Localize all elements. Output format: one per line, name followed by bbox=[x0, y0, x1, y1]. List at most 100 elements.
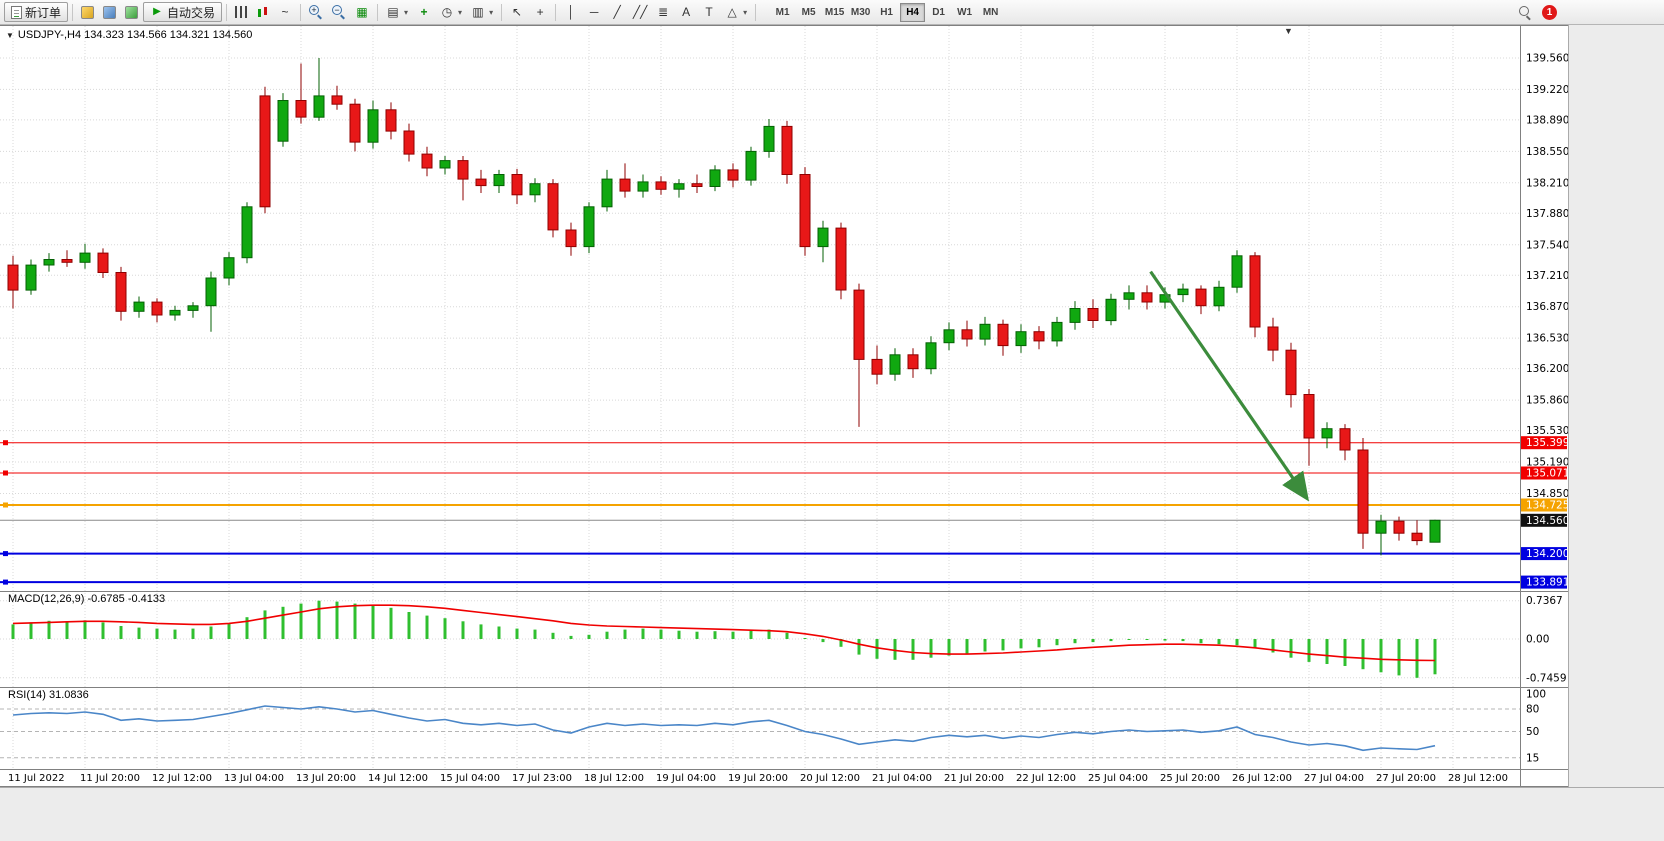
candle-body bbox=[61, 259, 73, 263]
macd-bar bbox=[371, 604, 375, 639]
timeframe-button-MN[interactable]: MN bbox=[978, 3, 1003, 22]
timeframe-button-M15[interactable]: M15 bbox=[822, 3, 847, 22]
macd-bar bbox=[119, 626, 123, 639]
chart-title: ▼ USDJPY-,H4 134.323 134.566 134.321 134… bbox=[6, 29, 252, 41]
macd-bar bbox=[209, 626, 213, 639]
candle-body bbox=[1051, 321, 1063, 342]
chevron-down-icon: ▾ bbox=[458, 7, 463, 17]
macd-bar bbox=[1217, 639, 1221, 645]
hline-handle[interactable] bbox=[3, 551, 8, 557]
templates-icon: ▥ bbox=[472, 5, 484, 19]
timeframe-button-H4[interactable]: H4 bbox=[900, 2, 926, 22]
hline-handle[interactable] bbox=[3, 440, 8, 446]
candle-body bbox=[871, 358, 883, 375]
macd-bar bbox=[1235, 639, 1239, 646]
candle-body bbox=[421, 153, 433, 169]
timeframe-button-M5[interactable]: M5 bbox=[796, 3, 821, 22]
candle-body bbox=[493, 174, 505, 187]
candle-body bbox=[43, 259, 55, 266]
indicators-button[interactable]: + bbox=[413, 2, 435, 22]
zoom-out-icon: − bbox=[332, 5, 346, 19]
vertical-line-button[interactable]: │ bbox=[560, 2, 582, 22]
time-label: 22 Jul 12:00 bbox=[1016, 773, 1076, 784]
charts-icon bbox=[81, 5, 95, 19]
price-axis[interactable]: 139.560 139.220 138.890 138.550 138.210 137.8… bbox=[1521, 52, 1569, 764]
channel-button[interactable]: ╱╱ bbox=[629, 2, 651, 22]
crosshair-button[interactable]: + bbox=[529, 2, 551, 22]
zoom-out-button[interactable]: − bbox=[328, 2, 350, 22]
timeframe-button-M30[interactable]: M30 bbox=[848, 3, 873, 22]
time-label: 21 Jul 20:00 bbox=[944, 773, 1004, 784]
macd-tick: -0.7459 bbox=[1526, 672, 1567, 684]
macd-bar bbox=[605, 631, 609, 639]
horizontal-line-button[interactable]: ─ bbox=[583, 2, 605, 22]
macd-bar bbox=[335, 601, 339, 639]
candle-body bbox=[1231, 255, 1243, 288]
macd-bar bbox=[965, 639, 969, 654]
hline-handle[interactable] bbox=[3, 470, 8, 476]
candle-body bbox=[817, 227, 829, 248]
market-watch-button[interactable] bbox=[99, 2, 120, 22]
hline-price-label bbox=[1521, 466, 1567, 480]
macd-bar bbox=[929, 639, 933, 658]
candlestick-chart-button[interactable] bbox=[252, 2, 273, 22]
macd-bar bbox=[677, 630, 681, 639]
charts-window-button[interactable] bbox=[77, 2, 98, 22]
timeframe-button-M1[interactable]: M1 bbox=[770, 3, 795, 22]
chart-canvas[interactable]: 139.560 139.220 138.890 138.550 138.210 137.8… bbox=[0, 25, 1569, 787]
macd-bar bbox=[803, 638, 807, 639]
navigator-button[interactable] bbox=[121, 2, 142, 22]
candle-body bbox=[1213, 286, 1225, 307]
auto-trading-button[interactable]: ▶ 自动交易 bbox=[143, 2, 223, 22]
time-axis[interactable]: 11 Jul 2022 11 Jul 20:00 12 Jul 12:00 13 Ju… bbox=[8, 773, 1508, 784]
periods-button[interactable]: ◷ ▾ bbox=[436, 2, 466, 22]
candle-body bbox=[583, 206, 595, 248]
zoom-in-icon: + bbox=[309, 5, 323, 19]
new-order-label: 新订单 bbox=[25, 5, 62, 20]
time-label: 19 Jul 20:00 bbox=[728, 773, 788, 784]
auto-trading-play-icon: ▶ bbox=[153, 6, 161, 17]
candle-body bbox=[1087, 308, 1099, 321]
macd-bar bbox=[1109, 639, 1113, 642]
auto-trading-label: 自动交易 bbox=[167, 5, 216, 20]
hline-handle[interactable] bbox=[3, 579, 8, 585]
candle-body bbox=[1105, 298, 1117, 322]
macd-bar bbox=[785, 632, 789, 639]
fibonacci-button[interactable]: ≣ bbox=[652, 2, 674, 22]
macd-bar bbox=[1001, 639, 1005, 651]
macd-bar bbox=[1055, 639, 1059, 646]
time-label: 17 Jul 23:00 bbox=[512, 773, 572, 784]
text-label-button[interactable]: T bbox=[698, 2, 720, 22]
cursor-button[interactable]: ↖ bbox=[506, 2, 528, 22]
chart-shift-marker[interactable]: ▼ bbox=[1284, 26, 1293, 36]
notification-badge[interactable]: 1 bbox=[1542, 4, 1557, 20]
trendline-button[interactable]: ╱ bbox=[606, 2, 628, 22]
timeframe-button-H1[interactable]: H1 bbox=[874, 3, 899, 22]
candle-body bbox=[1321, 428, 1333, 439]
hline-handle[interactable] bbox=[3, 502, 8, 508]
macd-bar bbox=[443, 618, 447, 639]
profiles-button[interactable]: ▤ ▾ bbox=[382, 2, 412, 22]
text-button[interactable]: A bbox=[675, 2, 697, 22]
zoom-in-button[interactable]: + bbox=[305, 2, 327, 22]
timeframe-button-W1[interactable]: W1 bbox=[952, 3, 977, 22]
bar-chart-button[interactable] bbox=[231, 2, 251, 22]
time-label: 13 Jul 20:00 bbox=[296, 773, 356, 784]
new-order-button[interactable]: 新订单 bbox=[4, 2, 69, 22]
macd-bar bbox=[137, 627, 141, 639]
candle-body bbox=[619, 178, 631, 192]
line-chart-button[interactable]: ~ bbox=[274, 2, 296, 22]
candle-body bbox=[925, 342, 937, 370]
chart-title-text: USDJPY-,H4 134.323 134.566 134.321 134.5… bbox=[17, 29, 253, 41]
trend-arrow[interactable] bbox=[1149, 270, 1310, 502]
macd-bar bbox=[1163, 639, 1167, 641]
search-icon[interactable] bbox=[1518, 5, 1532, 19]
rsi-tick: 50 bbox=[1526, 726, 1539, 738]
candle-body bbox=[1195, 288, 1207, 307]
shapes-button[interactable]: △ ▾ bbox=[721, 2, 751, 22]
timeframe-button-D1[interactable]: D1 bbox=[926, 3, 951, 22]
templates-button[interactable]: ▥ ▾ bbox=[467, 2, 497, 22]
macd-bar bbox=[1415, 639, 1419, 678]
tile-windows-button[interactable]: ▦ bbox=[351, 2, 373, 22]
candle-body bbox=[565, 229, 577, 248]
